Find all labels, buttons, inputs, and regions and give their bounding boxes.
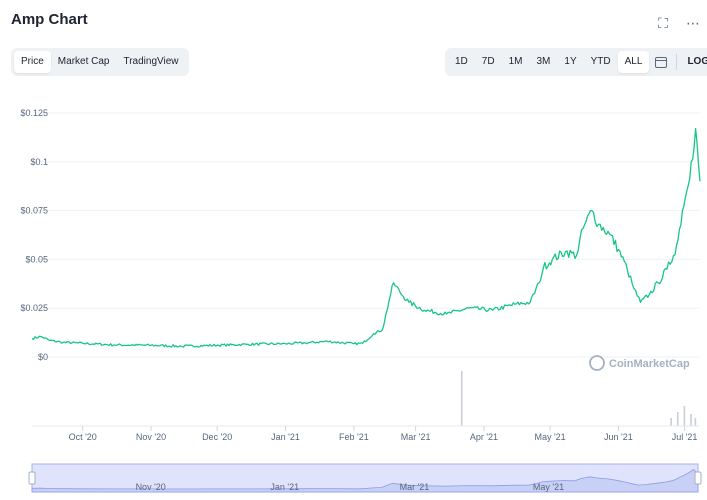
watermark-text: CoinMarketCap: [609, 358, 690, 370]
calendar-button[interactable]: [649, 51, 673, 73]
volume-bar: [676, 412, 679, 426]
navigator-series: [31, 468, 699, 493]
y-tick-label: $0.125: [20, 108, 48, 118]
range-7d[interactable]: 7D: [481, 56, 495, 67]
log-toggle[interactable]: LOG: [687, 56, 707, 67]
x-tick-label: Feb '21: [339, 432, 369, 442]
y-tick-label: $0.05: [25, 254, 48, 264]
y-tick-label: $0.025: [20, 303, 48, 313]
volume-bar: [694, 418, 697, 426]
x-tick-label: Oct '20: [69, 432, 97, 442]
x-tick-label: Nov '20: [136, 432, 166, 442]
x-tick-label: Jul '21: [672, 432, 698, 442]
x-tick-label: Apr '21: [470, 432, 498, 442]
volume-bar: [670, 418, 672, 426]
volume-bar: [690, 414, 692, 426]
navigator[interactable]: Nov '20 Jan '21 Mar '21 May '21: [28, 463, 702, 493]
volume-bar: [683, 406, 686, 426]
x-tick-label: May '21: [534, 432, 565, 442]
more-horizontal-icon[interactable]: ⋯: [686, 15, 700, 31]
range-1m[interactable]: 1M: [508, 56, 523, 67]
page-title: Amp Chart: [11, 11, 88, 28]
volume-bars: [460, 371, 697, 426]
x-tick-label: Mar '21: [401, 432, 431, 442]
calendar-icon: [655, 56, 668, 68]
x-axis: Oct '20 Nov '20 Dec '20 Jan '21 Feb '21 Mar '…: [69, 426, 698, 442]
navigator-tick-label: Jan '21: [270, 482, 299, 492]
range-3m[interactable]: 3M: [536, 56, 551, 67]
volume-bar: [460, 371, 463, 426]
y-tick-label: $0.1: [30, 157, 48, 167]
grid-lines: [32, 112, 700, 358]
tab-price[interactable]: Price: [14, 51, 51, 73]
price-series: [31, 127, 701, 348]
navigator-tick-label: Nov '20: [136, 482, 166, 492]
x-tick-label: Jan '21: [271, 432, 300, 442]
coinmarketcap-logo-icon: [589, 355, 605, 371]
expand-icon[interactable]: ⛶: [658, 15, 668, 31]
tab-tradingview[interactable]: TradingView: [123, 56, 179, 67]
navigator-tick-label: Mar '21: [400, 482, 430, 492]
price-line: [31, 127, 701, 348]
tab-market-cap[interactable]: Market Cap: [57, 56, 110, 67]
x-tick-label: Dec '20: [202, 432, 232, 442]
range-selector: 1D 7D 1M 3M 1Y YTD ALL LOG: [445, 48, 707, 76]
chart-type-tabs: Price Market Cap TradingView: [11, 48, 189, 76]
watermark: CoinMarketCap: [589, 355, 690, 371]
x-tick-label: Jun '21: [604, 432, 633, 442]
navigator-handle-left[interactable]: [28, 471, 36, 485]
navigator-handle-right[interactable]: [694, 471, 702, 485]
navigator-tick-label: May '21: [533, 482, 564, 492]
divider: [676, 54, 678, 70]
range-1d[interactable]: 1D: [455, 56, 468, 67]
range-1y[interactable]: 1Y: [564, 56, 577, 67]
range-all[interactable]: ALL: [617, 51, 650, 73]
range-ytd[interactable]: YTD: [590, 56, 611, 67]
y-tick-label: $0: [38, 352, 48, 362]
y-tick-label: $0.075: [20, 206, 48, 216]
y-axis: $0 $0.025 $0.05 $0.075 $0.1 $0.125: [20, 108, 48, 362]
